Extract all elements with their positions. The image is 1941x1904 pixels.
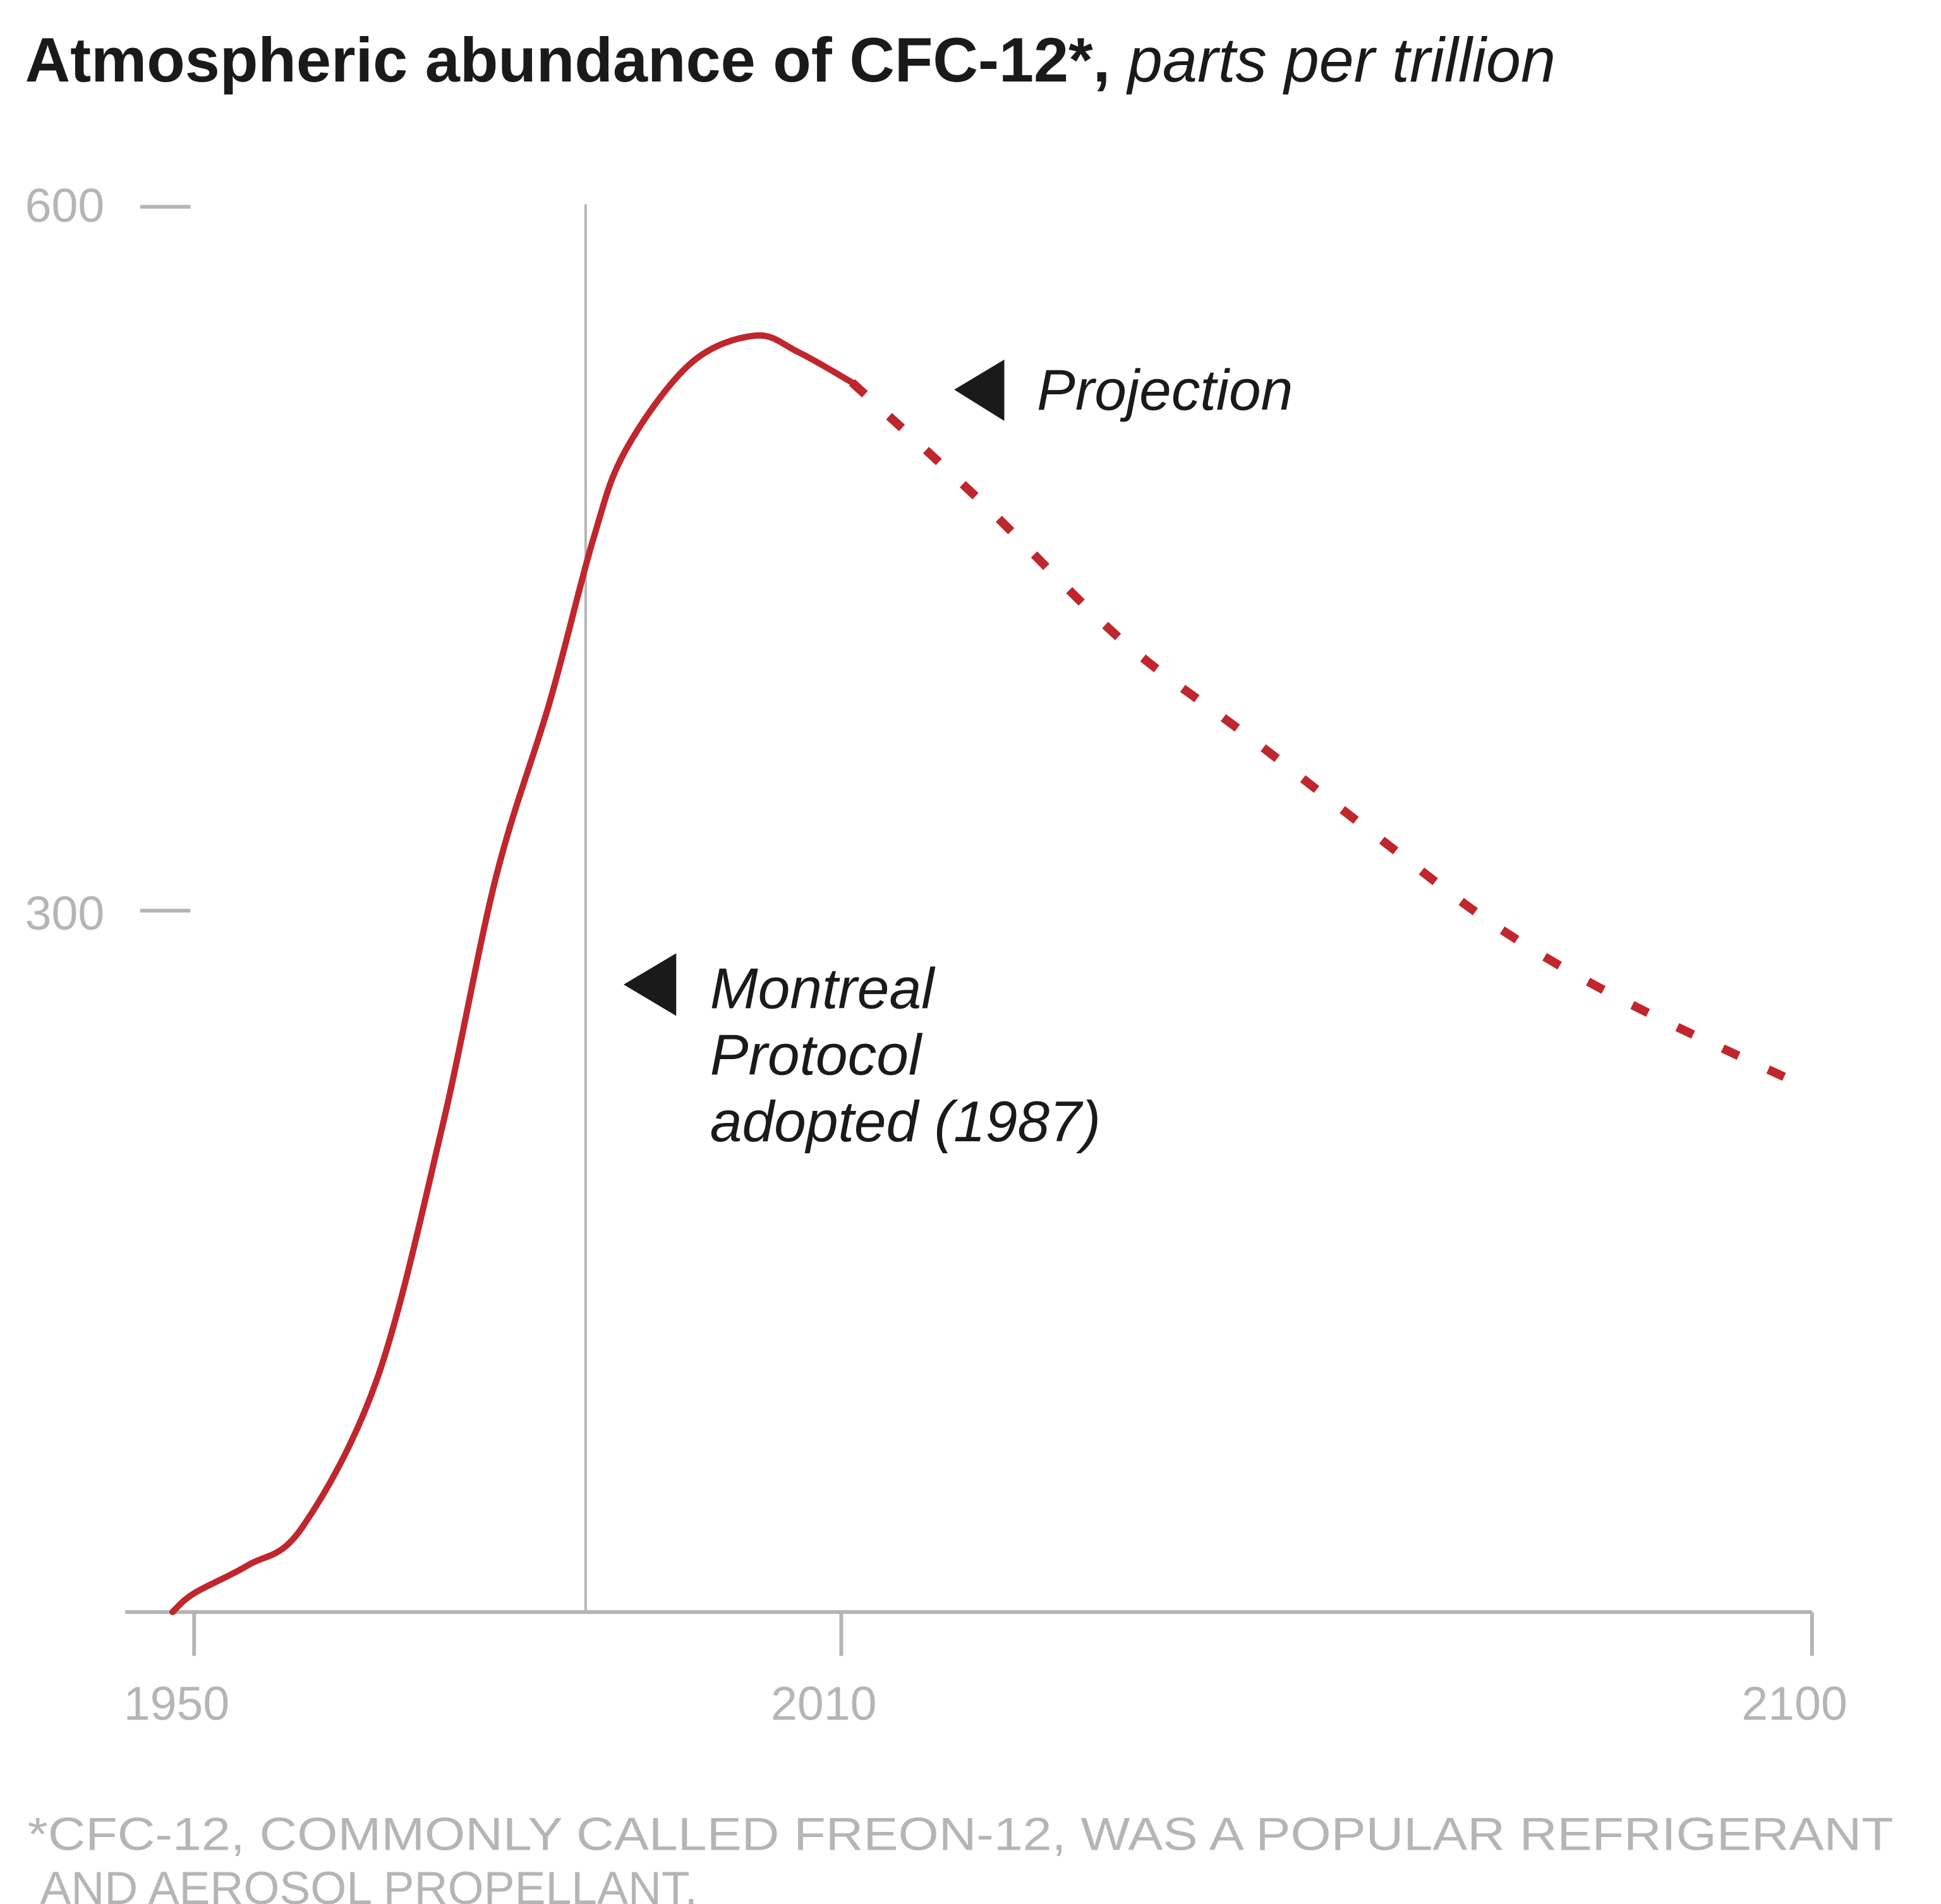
- protocol-label-line-1: Montreal: [710, 957, 936, 1021]
- x-tick-label-2010: 2010: [771, 1677, 877, 1730]
- footnote-line-1: *CFC-12, COMMONLY CALLED FREON-12, WAS A…: [28, 1809, 1894, 1860]
- x-tick-label-2100: 2100: [1741, 1677, 1847, 1730]
- y-tick-label-300: 300: [25, 887, 105, 940]
- x-tick-label-1950: 1950: [124, 1677, 230, 1730]
- y-tick-label-600: 600: [25, 179, 105, 232]
- projection-series-line: [849, 379, 1814, 1094]
- chart-title-unit: parts per trillion: [1126, 25, 1556, 95]
- y-axis: 600 300: [25, 179, 191, 940]
- footnote-line-2: AND AEROSOL PROPELLANT.: [40, 1862, 698, 1904]
- projection-label: Projection: [1037, 358, 1293, 422]
- protocol-label-line-3: adopted (1987): [710, 1089, 1101, 1154]
- historical-series-line: [169, 332, 856, 1615]
- protocol-arrow-icon: [624, 953, 677, 1016]
- chart-title: Atmospheric abundance of CFC-12*, parts …: [25, 25, 1556, 95]
- projection-arrow-icon: [954, 360, 1005, 421]
- protocol-label-line-2: Protocol: [710, 1023, 923, 1088]
- x-axis: 1950 2010 2100: [124, 1610, 1847, 1730]
